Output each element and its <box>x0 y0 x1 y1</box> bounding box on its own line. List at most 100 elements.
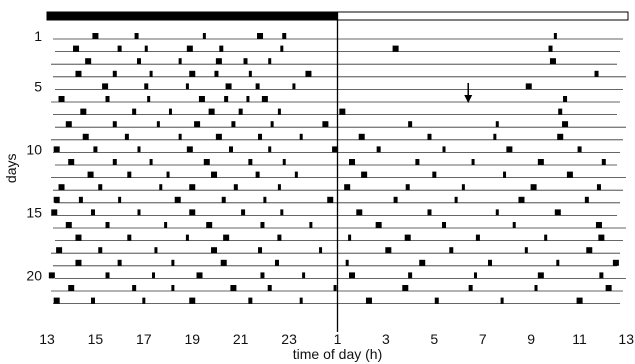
activity-bout <box>566 171 573 178</box>
activity-bout <box>554 209 561 216</box>
activity-bout <box>577 146 582 153</box>
activity-bout <box>149 70 153 77</box>
activity-bout <box>152 272 156 279</box>
activity-bout <box>127 171 132 178</box>
activity-bout <box>605 285 612 291</box>
activity-bout <box>90 297 95 304</box>
activity-bout <box>345 259 349 266</box>
activity-bout <box>164 222 168 228</box>
activity-bout <box>219 45 224 52</box>
activity-bout <box>112 159 117 165</box>
y-tick-label: 15 <box>26 204 42 220</box>
activity-bout <box>224 96 229 102</box>
activity-bout <box>255 83 260 90</box>
x-tick-label: 23 <box>281 331 297 347</box>
activity-bout <box>432 171 437 178</box>
activity-bout <box>282 33 287 39</box>
x-tick-label: 1 <box>334 331 342 347</box>
y-tick-label: 20 <box>26 267 42 283</box>
activity-bout <box>612 259 619 266</box>
x-tick-label: 19 <box>184 331 200 347</box>
activity-bout <box>471 159 475 165</box>
arrow-head <box>464 95 473 103</box>
activity-bout <box>393 196 398 203</box>
activity-bout <box>525 83 532 90</box>
activity-bout <box>185 234 189 241</box>
activity-bout <box>196 272 203 279</box>
activity-bout <box>257 33 264 39</box>
activity-bout <box>506 146 513 153</box>
activity-bout <box>449 247 454 254</box>
activity-bout <box>221 196 226 203</box>
activity-bout <box>112 70 117 77</box>
activity-bout <box>427 133 432 140</box>
activity-bout <box>358 133 365 140</box>
activity-bout <box>392 45 399 52</box>
activity-bout <box>105 222 110 228</box>
activity-bout <box>238 108 243 115</box>
activity-bout <box>280 209 284 216</box>
activity-bout <box>211 171 218 178</box>
activity-bout <box>166 171 170 178</box>
activity-bout <box>596 184 601 191</box>
activity-bout <box>211 247 218 254</box>
activity-bout <box>576 297 583 304</box>
activity-bout <box>292 83 296 90</box>
activity-bout <box>255 171 260 178</box>
activity-bout <box>248 159 253 165</box>
activity-bout <box>137 146 141 153</box>
activity-bout <box>171 259 175 266</box>
activity-bout <box>186 146 193 153</box>
activity-bout <box>434 297 439 304</box>
arrow-marker <box>464 83 473 103</box>
activity-bout <box>220 259 227 266</box>
activity-bout <box>518 196 525 203</box>
activity-bout <box>185 83 189 90</box>
activity-bout <box>178 133 182 140</box>
x-tick-label: 7 <box>479 331 487 347</box>
activity-bout <box>171 285 175 291</box>
activity-bout <box>488 259 493 266</box>
activity-bout <box>124 133 129 140</box>
activity-bout <box>202 33 206 39</box>
activity-bout <box>189 297 196 304</box>
activity-bout <box>512 222 516 228</box>
activity-bout <box>339 108 346 115</box>
activity-bout <box>132 285 137 291</box>
activity-bout <box>277 234 282 241</box>
activity-bout <box>302 272 306 279</box>
activity-bout <box>144 45 148 52</box>
x-tick-label: 3 <box>382 331 390 347</box>
activity-bout <box>333 285 337 291</box>
activity-bout <box>68 285 75 291</box>
activity-bout <box>117 45 122 52</box>
activity-bout <box>530 184 537 191</box>
dark-phase-bar <box>46 11 338 21</box>
activity-bout <box>231 121 236 128</box>
activity-bout <box>92 33 99 39</box>
activity-bout <box>48 272 55 279</box>
x-axis-title: time of day (h) <box>293 346 382 362</box>
activity-bout <box>58 96 65 102</box>
activity-bout <box>327 196 334 203</box>
activity-bout <box>562 121 569 128</box>
activity-bout <box>51 209 58 216</box>
activity-bout <box>258 133 263 140</box>
activity-bout <box>137 209 141 216</box>
activity-bout <box>68 159 75 165</box>
x-tick-label: 9 <box>527 331 535 347</box>
activity-bout <box>248 70 252 77</box>
activity-bout <box>206 222 213 228</box>
day-rows <box>51 38 626 305</box>
activity-bout <box>98 247 103 254</box>
activity-bout <box>168 108 172 115</box>
activity-bout <box>112 121 117 128</box>
activity-bout <box>215 133 222 140</box>
activity-bout <box>261 96 268 102</box>
activity-bout <box>127 234 132 241</box>
activity-bout <box>194 121 201 128</box>
activity-bout <box>53 146 60 153</box>
activity-bout <box>215 58 222 65</box>
activity-bout <box>223 234 230 241</box>
